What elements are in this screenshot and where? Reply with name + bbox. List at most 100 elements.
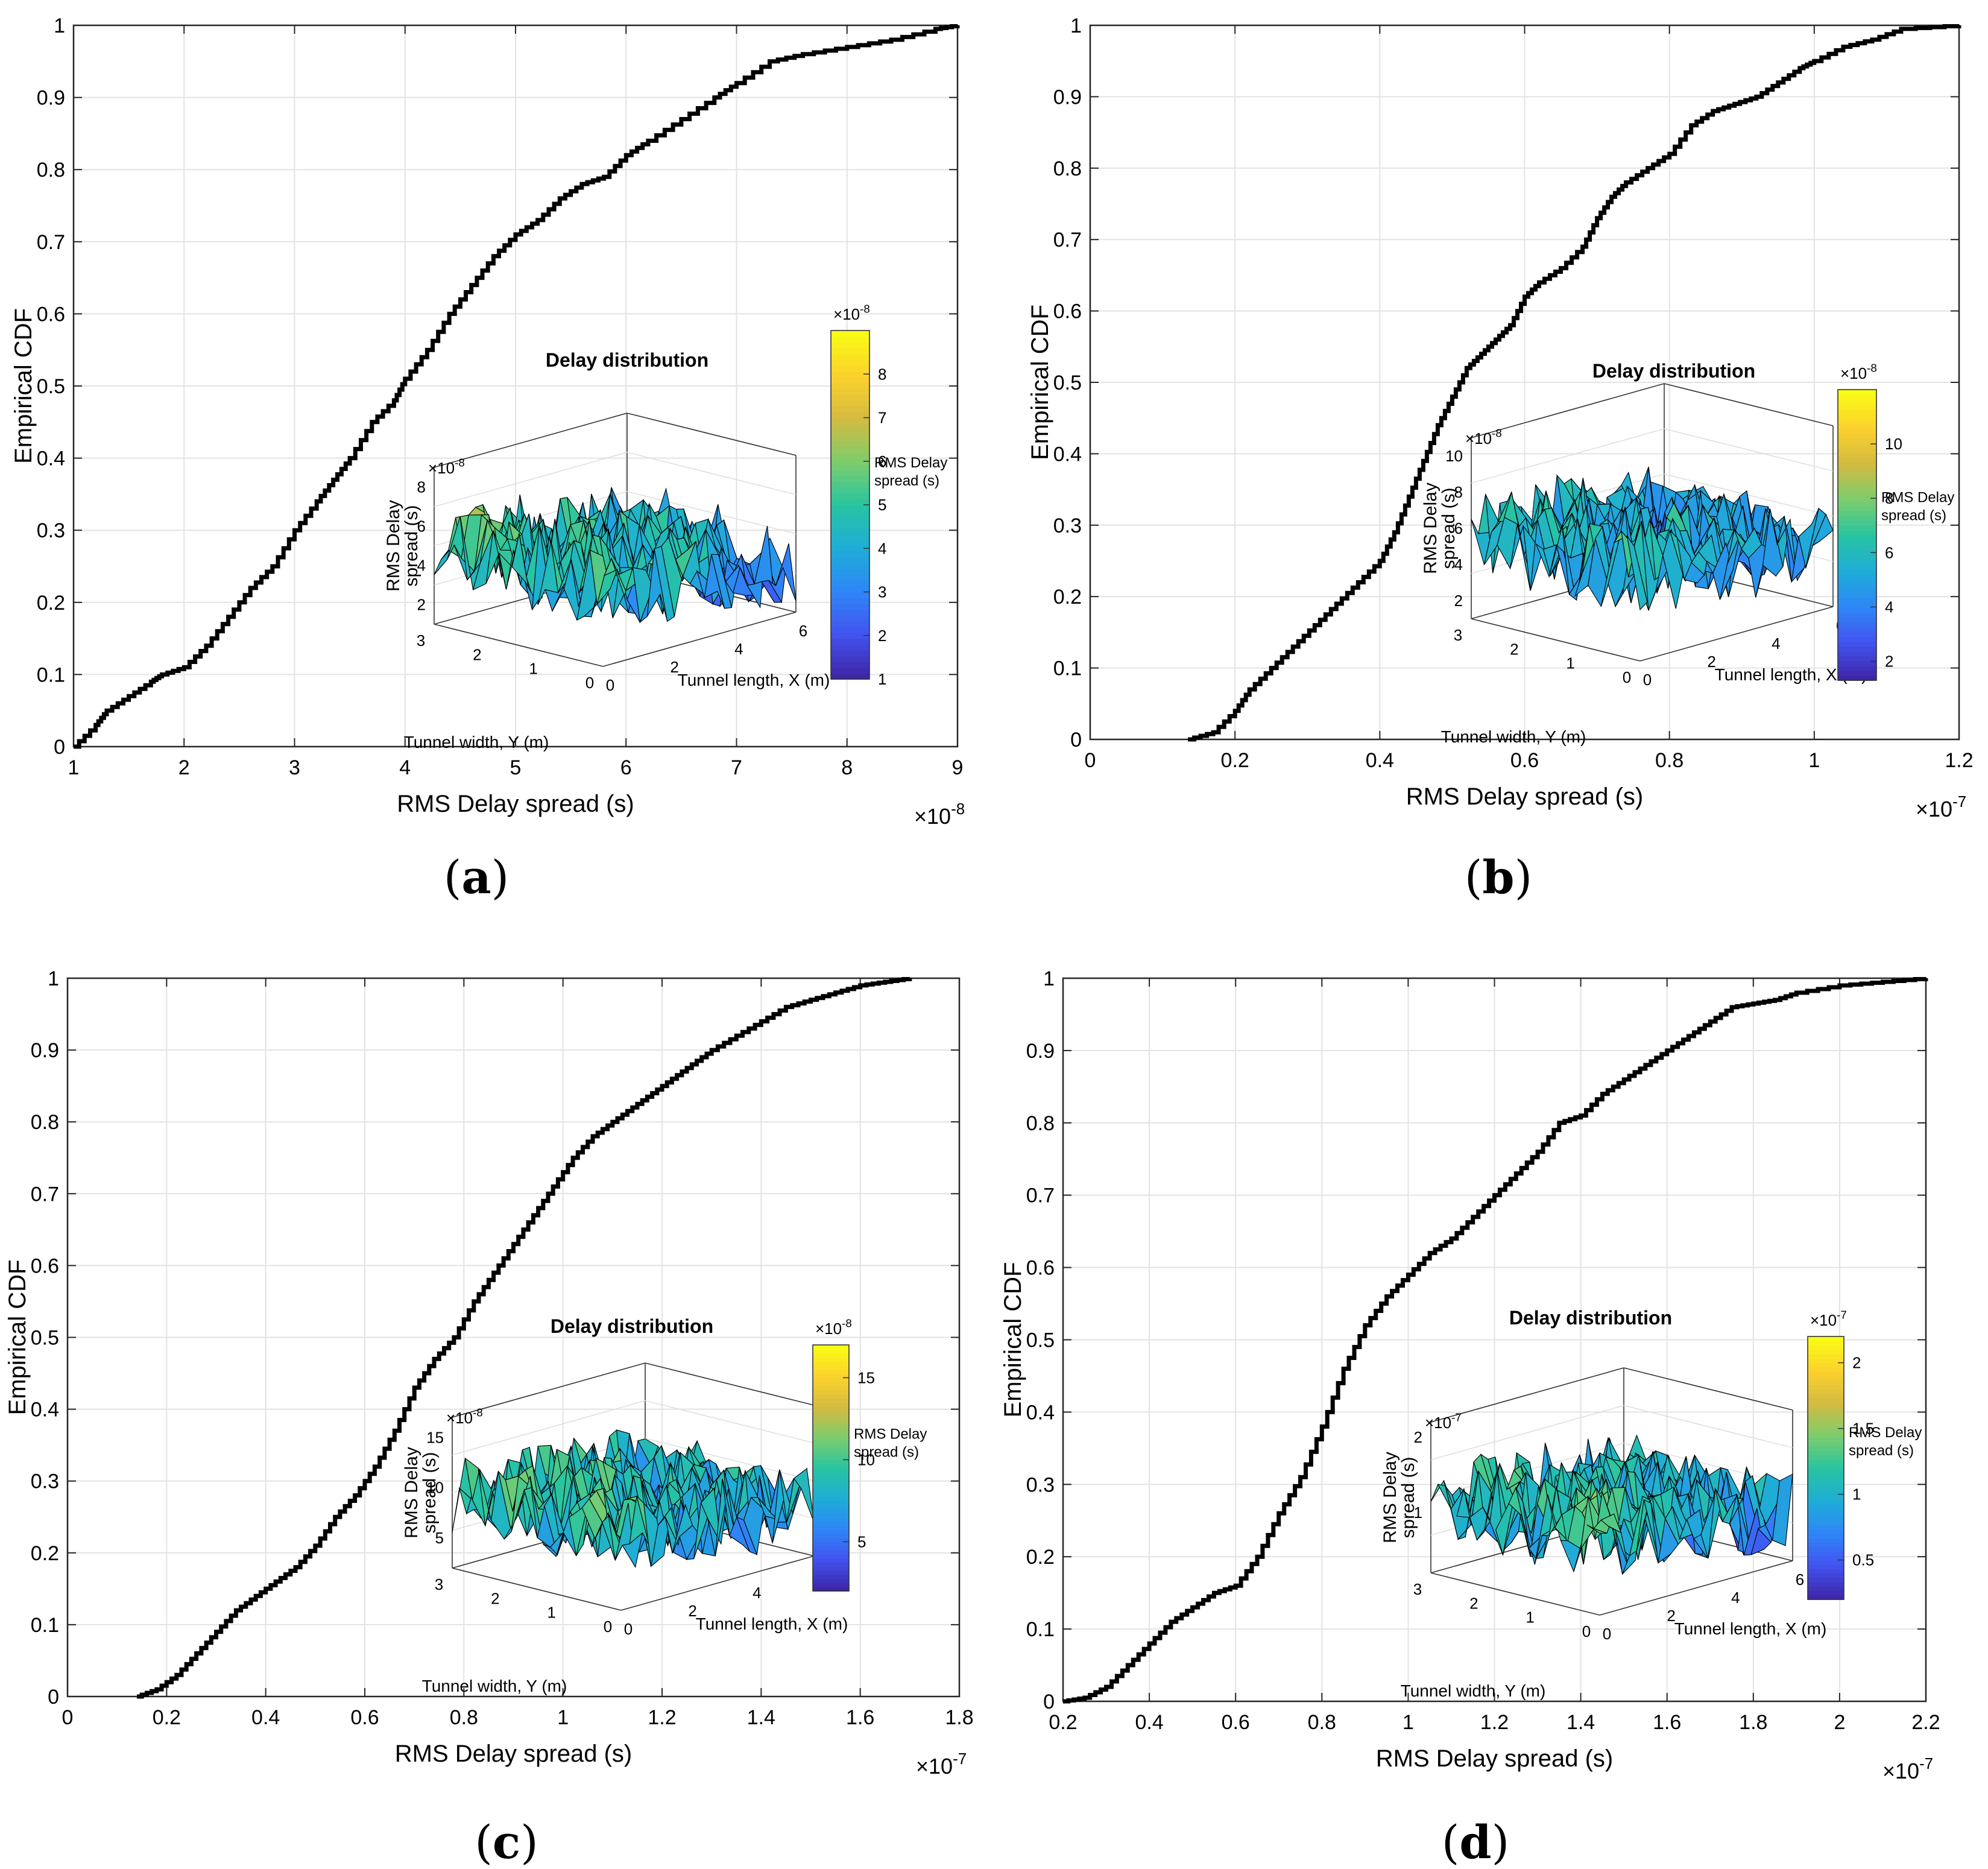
y-tick-label: 0.7 [37,231,65,254]
inset-x-tick-label: 4 [1731,1589,1740,1607]
colorbar-segment [813,1525,849,1530]
y-tick-label: 0.7 [31,1183,59,1206]
colorbar-segment [1808,1336,1844,1342]
x-axis-exponent: ×10-7 [1916,794,1966,821]
colorbar-segment [1838,394,1876,400]
colorbar-segment [831,534,869,540]
colorbar-segment [813,1357,849,1362]
colorbar-segment [813,1521,849,1526]
y-tick-label: 0.2 [1026,1546,1055,1569]
colorbar-segment [831,365,869,372]
colorbar-segment [1808,1481,1844,1486]
colorbar-segment [1838,390,1876,395]
colorbar-segment [1808,1345,1844,1350]
inset-y-tick-label: 1 [1566,654,1574,672]
cdf-chart-a: 1 2 3 4 5 6 7 8 9 0 0.1 0.2 0.3 0.4 0.5 0.6 0.7 0.8 0.9 1 RM… [10,14,965,829]
x-tick-label: 0.4 [1366,749,1394,772]
colorbar-segment [1838,433,1876,439]
colorbar-label-line-1: RMS Delay [874,455,947,471]
colorbar-segment [813,1550,849,1555]
colorbar-segment [1808,1569,1844,1574]
inset-y-tick-label: 3 [417,631,425,650]
y-tick-label: 0.8 [1026,1112,1055,1135]
y-tick-label: 0.7 [1053,229,1082,251]
x-axis-exponent: ×10-7 [916,1751,967,1779]
colorbar-segment [1808,1476,1844,1482]
colorbar-segment [1808,1564,1844,1569]
colorbar-segment [1838,515,1876,521]
x-tick-label: 0.4 [251,1706,280,1729]
colorbar-segment [1808,1420,1844,1425]
inset-wall-gridline [1471,428,1834,484]
inset-box-edge [452,1362,646,1418]
inset-z-exponent: ×10-8 [446,1406,483,1427]
colorbar-segment [1808,1542,1844,1548]
colorbar-segment [1808,1389,1844,1394]
colorbar-segment [831,464,869,470]
colorbar-segment [1838,510,1876,516]
inset-z-label-line-2: spread (s) [420,1452,440,1533]
colorbar-segment [813,1583,849,1587]
colorbar-segment [1808,1441,1844,1447]
grid-d [1062,978,1926,1702]
inset-x-tick-label: 0 [1643,671,1652,689]
x-tick-label: 1.2 [1480,1711,1509,1734]
x-tick-label: 1.2 [1945,749,1973,772]
inset-box-edge [1623,1367,1793,1411]
inset-z-tick-label: 6 [417,517,426,536]
colorbar-segment [1808,1450,1844,1455]
colorbar-segment [813,1406,849,1411]
x-axis-label: RMS Delay spread (s) [1376,1745,1613,1772]
colorbar-segment [1838,578,1876,584]
colorbar-segment [831,371,869,378]
surface-patch [1772,1473,1793,1546]
inset-y-tick-label: 2 [473,645,481,663]
colorbar-segment [813,1369,849,1374]
caption-a: (a) [443,850,510,904]
inset-box-edge [626,413,797,456]
colorbar-label-line-2: spread (s) [1849,1443,1914,1459]
y-tick-label: 0.9 [31,1039,59,1062]
y-tick-label: 0.4 [37,447,65,470]
colorbar-segment [813,1566,849,1571]
colorbar-segment [1808,1362,1844,1368]
colorbar-segment [813,1398,849,1403]
inset-z-exponent: ×10-8 [428,456,465,477]
y-tick-label: 0 [54,736,65,759]
inset-x-tick-label: 0 [624,1620,633,1638]
colorbar-segment [1808,1573,1844,1578]
cdf-series-line [1063,977,1928,1704]
inset-z-tick-label: 6 [1454,519,1463,537]
colorbar-segment [1838,447,1876,454]
colorbar-segment [813,1414,849,1420]
inset-z-tick-label: 2 [1414,1428,1422,1446]
colorbar-segment [1838,472,1876,478]
colorbar-segment [1838,593,1876,599]
colorbar-segment [1808,1516,1844,1521]
colorbar-segment [1838,535,1876,540]
colorbar-segment [831,347,869,355]
inset-x-tick-label: 4 [1772,634,1780,653]
colorbar-segment [1808,1494,1844,1499]
inset-box-edge [434,413,628,468]
colorbar-segment [831,638,869,645]
colorbar-segment [831,568,869,575]
inset-y-tick-label: 0 [604,1618,612,1636]
y-tick-label: 0.5 [37,375,65,398]
colorbar-segment [1838,646,1876,652]
colorbar-segment [1808,1459,1844,1464]
colorbar-segment [1808,1358,1844,1364]
inset-z-tick-label: 4 [417,557,426,575]
colorbar-segment [813,1554,849,1559]
y-tick-label: 0.1 [37,663,65,686]
colorbar-segment [1838,496,1876,502]
colorbar-segment [1838,540,1876,545]
colorbar-segment [831,650,869,657]
y-tick-label: 0 [48,1686,59,1709]
inset-box-edge [1471,383,1665,438]
inset-y-tick-label: 0 [1623,668,1631,686]
colorbar-segment [813,1570,849,1575]
inset-z-tick-label: 1 [1414,1504,1422,1522]
inset-y-tick-label: 1 [547,1604,555,1622]
